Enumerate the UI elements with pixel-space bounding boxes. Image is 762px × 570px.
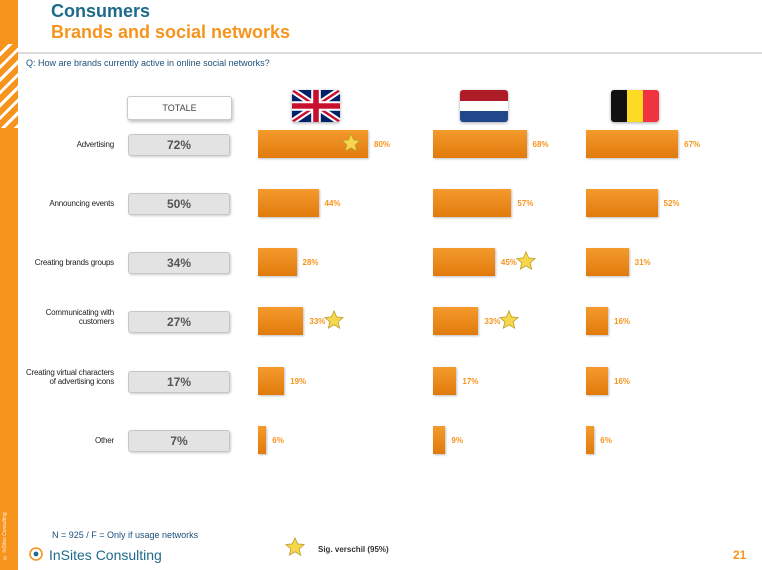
company-logo-text: InSites Consulting [49,547,162,563]
totale-value: 34% [128,252,230,274]
totale-value: 7% [128,430,230,452]
belgium-flag-icon [611,90,659,122]
bar-value-label: 57% [517,199,533,209]
category-label: Advertising [18,140,114,149]
bar-value-label: 44% [325,199,341,209]
bar-value-label: 9% [451,436,463,446]
significance-legend: Sig. verschil (95%) [318,545,389,554]
bar [433,189,511,217]
bar-value-label: 19% [290,377,306,387]
sidebar-stripes [0,44,18,128]
bar [586,426,594,454]
category-label: Announcing events [18,199,114,208]
bar [586,189,658,217]
bar [258,248,297,276]
bar-value-label: 16% [614,377,630,387]
bar [433,248,495,276]
bar-value-label: 31% [635,258,651,268]
page-title: Consumers [51,1,150,22]
star-icon [498,309,520,331]
bar [258,426,266,454]
totale-value: 72% [128,134,230,156]
bar-value-label: 6% [600,436,612,446]
category-label: Other [18,436,114,445]
bar-value-label: 16% [614,317,630,327]
category-label: Communicating with customers [18,308,114,326]
bar-value-label: 28% [303,258,319,268]
sidebar-copyright: © InSites Consulting [2,470,16,560]
bar [433,130,527,158]
totale-header: TOTALE [127,96,232,120]
bar-value-label: 67% [684,140,700,150]
star-icon [284,536,306,558]
bar [433,426,445,454]
page-subtitle: Brands and social networks [51,22,290,43]
uk-flag-icon [292,90,340,122]
star-icon [340,132,362,154]
category-label: Creating brands groups [18,258,114,267]
totale-value: 27% [128,311,230,333]
bar [586,130,678,158]
bar-value-label: 52% [664,199,680,209]
page-number: 21 [733,548,746,562]
bar [586,307,608,335]
star-icon [515,250,537,272]
survey-question: Q: How are brands currently active in on… [26,58,270,68]
header-divider [18,52,762,54]
bar [258,189,319,217]
totale-value: 50% [128,193,230,215]
bar [433,367,456,395]
bar [586,248,629,276]
bar [586,367,608,395]
bar [433,307,478,335]
bar [258,307,303,335]
totale-value: 17% [128,371,230,393]
star-icon [323,309,345,331]
category-label: Creating virtual characters of advertisi… [18,368,114,386]
bar-value-label: 6% [272,436,284,446]
bar [258,367,284,395]
left-accent-bar: © InSites Consulting [0,0,18,570]
bar-value-label: 17% [462,377,478,387]
netherlands-flag-icon [460,90,508,122]
insites-logo-icon [29,547,43,561]
sample-note: N = 925 / F = Only if usage networks [52,530,198,540]
bar-value-label: 68% [533,140,549,150]
bar-value-label: 80% [374,140,390,150]
